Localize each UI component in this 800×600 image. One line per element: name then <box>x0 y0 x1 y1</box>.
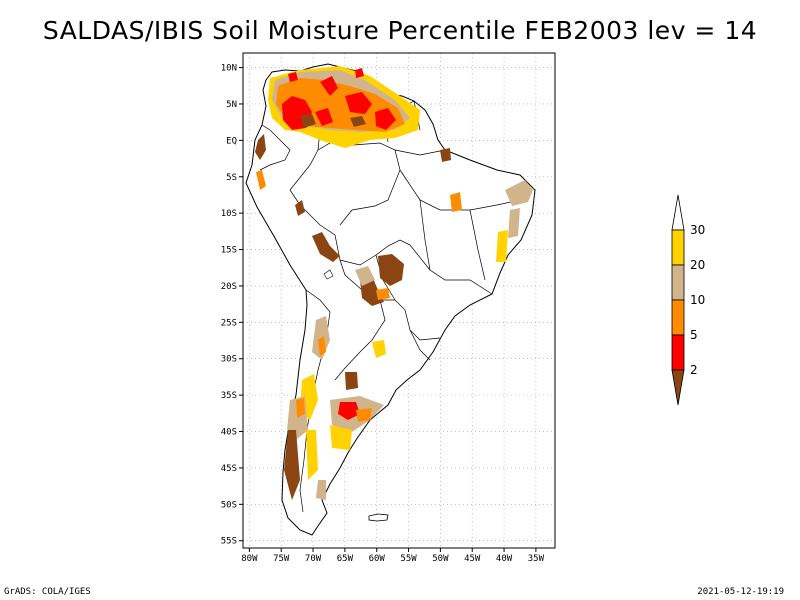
percentile-patch-brown <box>378 254 404 286</box>
percentile-patch-orange <box>376 288 390 300</box>
falklands <box>368 513 389 522</box>
y-tick-label: 10S <box>221 209 237 219</box>
x-tick-label: 50W <box>432 554 449 564</box>
percentile-patch-orange <box>318 336 326 356</box>
x-tick-label: 65W <box>337 554 354 564</box>
percentile-patch-brown <box>295 200 305 216</box>
y-tick-label: 15S <box>221 246 237 256</box>
percentile-patch-red <box>345 92 372 114</box>
y-tick-label: 55S <box>221 537 237 547</box>
legend-box <box>671 299 685 336</box>
percentile-patch-brown <box>350 116 366 127</box>
lake <box>323 269 334 280</box>
percentile-patch-orange <box>356 408 372 422</box>
legend-label: 10 <box>690 293 705 307</box>
percentile-patch-yellow <box>496 230 508 262</box>
legend-box <box>671 264 685 301</box>
footer-credit: GrADS: COLA/IGES <box>4 587 91 597</box>
legend-box <box>671 334 685 371</box>
percentile-patch-brown <box>312 232 340 262</box>
y-axis: 10N 5N EQ 5S 10S 15S 20S 25S 30S 35S 40S 45S 50S 55S <box>221 64 243 547</box>
y-tick-label: 5N <box>226 100 237 110</box>
percentile-patch-red <box>315 108 333 126</box>
legend-arrow-bottom <box>671 369 685 406</box>
percentile-patch-brown <box>345 372 358 390</box>
y-tick-label: 20S <box>221 282 237 292</box>
south-america-coast <box>245 63 536 536</box>
legend-arrow-top <box>671 194 685 231</box>
y-tick-label: 5S <box>226 173 237 183</box>
y-tick-label: 35S <box>221 391 237 401</box>
x-tick-label: 70W <box>305 554 322 564</box>
x-tick-label: 40W <box>496 554 513 564</box>
y-tick-label: 40S <box>221 428 237 438</box>
percentile-patch-yellow <box>330 425 352 450</box>
percentile-patch-red <box>320 76 338 96</box>
footer-timestamp: 2021-05-12-19:19 <box>697 587 784 597</box>
percentile-patch-red <box>338 402 360 420</box>
percentile-patch-red <box>288 72 298 82</box>
x-tick-label: 55W <box>400 554 417 564</box>
percentile-patch-tan <box>355 266 375 286</box>
percentile-patch-yellow <box>372 340 386 358</box>
plot-frame <box>242 52 556 549</box>
y-tick-label: 50S <box>221 500 237 510</box>
percentile-patch-orange <box>296 398 305 418</box>
legend-label: 30 <box>690 223 705 237</box>
legend-label: 2 <box>690 363 698 377</box>
x-tick-label: 80W <box>241 554 258 564</box>
percentile-patches <box>255 66 533 500</box>
y-tick-label: 10N <box>221 64 237 74</box>
legend-box <box>671 229 685 266</box>
x-axis: 80W 75W 70W 65W 60W 55W 50W 45W 40W 35W <box>241 548 545 564</box>
percentile-patch-red <box>375 108 396 130</box>
percentile-patch-brown <box>284 430 300 500</box>
x-tick-label: 75W <box>273 554 290 564</box>
legend-colorbar: 30 20 10 5 2 <box>671 194 705 406</box>
percentile-patch-tan <box>316 480 326 500</box>
legend-label: 20 <box>690 258 705 272</box>
x-tick-label: 60W <box>369 554 386 564</box>
legend-label: 5 <box>690 328 698 342</box>
x-tick-label: 45W <box>464 554 481 564</box>
y-tick-label: 30S <box>221 355 237 365</box>
percentile-patch-brown <box>440 148 451 162</box>
y-tick-label: 45S <box>221 464 237 474</box>
y-tick-label: EQ <box>226 136 237 146</box>
map-title: SALDAS/IBIS Soil Moisture Percentile FEB… <box>42 16 758 45</box>
percentile-patch-orange <box>256 170 266 190</box>
percentile-patch-yellow <box>306 430 318 480</box>
percentile-patch-brown <box>255 134 266 160</box>
x-tick-label: 35W <box>528 554 545 564</box>
percentile-patch-tan <box>505 180 533 206</box>
percentile-patch-tan <box>508 208 520 238</box>
percentile-patch-orange <box>450 192 462 212</box>
percentile-patch-brown <box>300 114 316 128</box>
y-tick-label: 25S <box>221 318 237 328</box>
percentile-patch-red <box>355 68 364 78</box>
